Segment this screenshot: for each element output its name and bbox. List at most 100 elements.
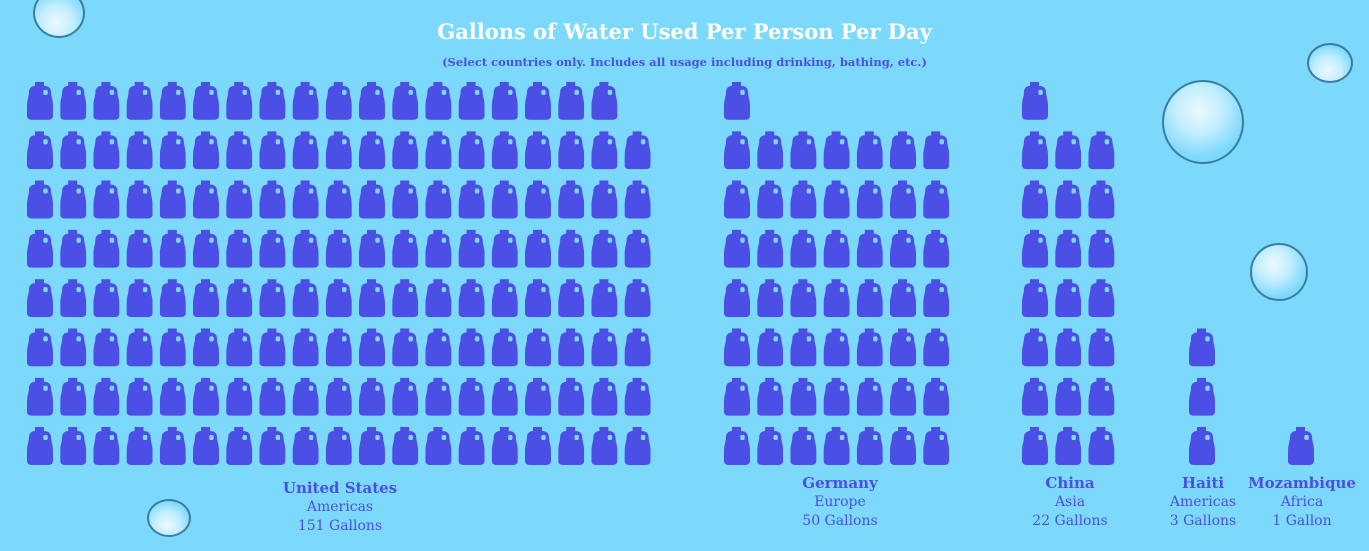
- water-jug-icon: [757, 377, 784, 416]
- water-jug-icon: [724, 180, 750, 219]
- water-jug-icon: [724, 131, 750, 170]
- water-jug-icon: [856, 180, 883, 219]
- water-jug-icon: [325, 131, 352, 170]
- water-jug-icon: [1055, 279, 1082, 318]
- water-jug-icon: [757, 229, 784, 268]
- water-jug-icon: [491, 180, 518, 219]
- water-jug-icon: [425, 229, 452, 268]
- water-jug-icon: [159, 427, 186, 465]
- water-jug-icon: [724, 81, 750, 120]
- water-jug-icon: [1022, 328, 1048, 367]
- water-jug-icon: [60, 229, 87, 268]
- water-jug-icon: [458, 279, 485, 318]
- water-jug-icon: [624, 229, 651, 268]
- country-label: Germany Europe 50 Gallons: [760, 474, 920, 531]
- water-jug-icon: [325, 180, 352, 219]
- water-jug-icon: [325, 427, 352, 465]
- water-jug-icon: [890, 180, 916, 219]
- water-jug-icon: [591, 377, 618, 416]
- water-jug-icon: [1022, 279, 1048, 318]
- water-jug-icon: [1088, 279, 1115, 318]
- water-jug-icon: [1088, 229, 1115, 268]
- water-jug-icon: [790, 229, 817, 268]
- water-jug-icon: [392, 229, 419, 268]
- water-jug-icon: [1022, 131, 1048, 170]
- water-bubble-icon: [147, 499, 191, 537]
- water-jug-icon: [392, 180, 419, 219]
- water-jug-icon: [359, 229, 385, 268]
- water-jug-icon: [757, 427, 784, 465]
- water-jug-icon: [126, 279, 153, 318]
- water-jug-icon: [93, 81, 120, 120]
- water-jug-icon: [558, 427, 585, 465]
- country-region: Americas: [306, 499, 374, 515]
- water-jug-icon: [1088, 377, 1115, 416]
- water-jug-icon: [525, 279, 551, 318]
- water-jug-icon: [93, 131, 120, 170]
- water-jug-icon: [325, 229, 352, 268]
- water-jug-icon: [27, 81, 53, 120]
- water-jug-icon: [193, 180, 219, 219]
- water-jug-icon: [525, 328, 551, 367]
- country-label: Haiti Americas 3 Gallons: [1123, 474, 1283, 531]
- water-jug-icon: [790, 328, 817, 367]
- water-jug-icon: [790, 180, 817, 219]
- water-jug-icon: [193, 81, 219, 120]
- water-jug-icon: [1055, 131, 1082, 170]
- water-jug-icon: [193, 279, 219, 318]
- water-jug-icon: [757, 279, 784, 318]
- water-jug-icon: [159, 377, 186, 416]
- water-jug-icon: [159, 279, 186, 318]
- water-jug-icon: [1022, 81, 1048, 120]
- water-jug-icon: [491, 131, 518, 170]
- water-jug-icon: [591, 180, 618, 219]
- water-jug-icon: [591, 81, 618, 120]
- water-jug-icon: [292, 81, 319, 120]
- water-jug-icon: [856, 328, 883, 367]
- water-jug-icon: [757, 180, 784, 219]
- water-jug-icon: [923, 180, 950, 219]
- water-jug-icon: [491, 377, 518, 416]
- water-jug-icon: [458, 131, 485, 170]
- country-value: 151 Gallons: [297, 518, 383, 534]
- water-jug-icon: [558, 131, 585, 170]
- water-jug-icon: [126, 377, 153, 416]
- water-jug-icon: [558, 279, 585, 318]
- water-jug-icon: [823, 279, 850, 318]
- water-jug-icon: [823, 377, 850, 416]
- water-jug-icon: [425, 328, 452, 367]
- water-jug-icon: [525, 131, 551, 170]
- water-jug-icon: [126, 180, 153, 219]
- water-jug-icon: [226, 377, 253, 416]
- country-name: Mozambique: [1248, 474, 1356, 492]
- water-jug-icon: [558, 377, 585, 416]
- water-jug-icon: [325, 279, 352, 318]
- water-jug-icon: [1088, 427, 1115, 465]
- water-jug-icon: [923, 279, 950, 318]
- water-jug-icon: [27, 229, 53, 268]
- water-jug-icon: [1189, 427, 1215, 465]
- water-jug-icon: [525, 180, 551, 219]
- water-jug-icon: [1088, 180, 1115, 219]
- water-jug-icon: [93, 180, 120, 219]
- water-jug-icon: [790, 377, 817, 416]
- water-jug-icon: [823, 328, 850, 367]
- water-jug-icon: [491, 328, 518, 367]
- water-jug-icon: [425, 279, 452, 318]
- water-jug-icon: [890, 328, 916, 367]
- water-jug-icon: [890, 131, 916, 170]
- country-name: China: [1045, 474, 1095, 492]
- water-jug-icon: [159, 328, 186, 367]
- water-jug-icon: [823, 427, 850, 465]
- water-jug-icon: [624, 131, 651, 170]
- water-jug-icon: [491, 229, 518, 268]
- water-jug-icon: [724, 377, 750, 416]
- water-jug-icon: [159, 131, 186, 170]
- country-name: Germany: [802, 474, 878, 492]
- water-jug-icon: [624, 328, 651, 367]
- water-jug-icon: [259, 131, 286, 170]
- country-region: Europe: [814, 494, 866, 510]
- water-jug-icon: [159, 180, 186, 219]
- water-jug-icon: [359, 279, 385, 318]
